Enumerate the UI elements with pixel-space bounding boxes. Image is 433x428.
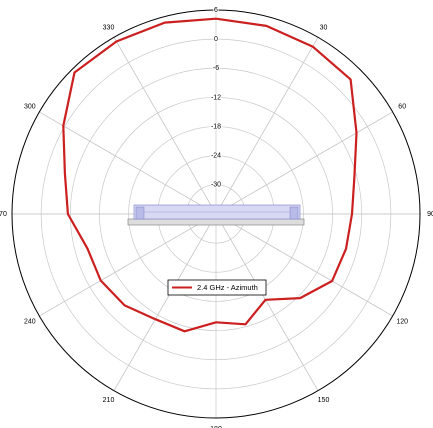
angle-label: 90 (427, 211, 433, 218)
grid-circle (99, 97, 333, 331)
angle-label: 180 (210, 426, 222, 428)
radial-tick-label: 6 (214, 7, 218, 14)
grid-circle (40, 38, 392, 390)
radial-tick-label: 0 (214, 36, 218, 43)
legend-label: 2.4 GHz - Azimuth (197, 283, 258, 292)
angle-label: 240 (24, 318, 36, 325)
antenna-drawing (127, 204, 305, 226)
angle-label: 270 (0, 211, 7, 218)
legend: 2.4 GHz - Azimuth (167, 279, 267, 296)
grid-circle (69, 67, 363, 361)
data-line (62, 17, 358, 333)
radial-tick-label: -6 (213, 65, 219, 72)
outer-circle (11, 9, 421, 419)
angle-label: 300 (24, 103, 36, 110)
angle-label: 150 (318, 397, 330, 404)
angle-label: 330 (103, 25, 115, 32)
angle-label: 210 (103, 397, 115, 404)
radial-tick-label: -18 (211, 123, 221, 130)
radial-tick-label: -12 (211, 94, 221, 101)
radial-tick-label: -30 (211, 182, 221, 189)
radial-tick-label: -24 (211, 153, 221, 160)
angle-label: 120 (396, 318, 408, 325)
grid-circle (128, 126, 304, 302)
angle-label: 30 (320, 25, 328, 32)
angle-label: 60 (398, 103, 406, 110)
